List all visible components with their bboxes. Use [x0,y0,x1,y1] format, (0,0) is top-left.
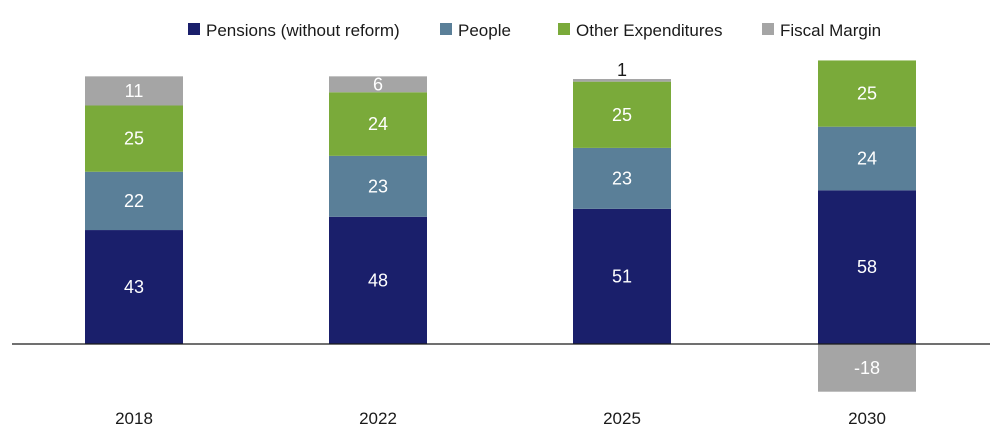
bar-segment-2022-0 [329,216,427,344]
bar-segment-2018-3 [85,76,183,106]
data-label-2018-2: 25 [124,129,144,149]
bar-segment-2018-2 [85,105,183,172]
bars [85,60,916,392]
bar-segment-2022-2 [329,92,427,156]
data-label-2025-3: 1 [617,60,627,80]
data-label-2018-0: 43 [124,277,144,297]
bar-segment-2025-2 [573,81,671,148]
x-axis-ticks: 2018 2022 2025 2030 [115,409,886,428]
data-labels: 43 22 25 11 48 23 24 6 51 23 25 1 58 24 25 -18 [124,60,880,378]
x-tick-2018: 2018 [115,409,153,428]
data-label-2022-1: 23 [368,176,388,196]
bar-segment-2022-1 [329,155,427,217]
legend-swatch-2 [558,23,570,35]
bar-segment-2022-3 [329,76,427,93]
data-label-2030-1: 24 [857,149,877,169]
data-label-2025-1: 23 [612,168,632,188]
bar-segment-2025-1 [573,147,671,209]
legend-label-0: Pensions (without reform) [206,21,400,40]
data-label-2022-0: 48 [368,270,388,290]
legend-label-1: People [458,21,511,40]
x-tick-2022: 2022 [359,409,397,428]
bar-segment-2025-0 [573,208,671,344]
data-label-2022-3: 6 [373,74,383,94]
bar-segment-2030-2 [818,60,916,127]
legend-swatch-3 [762,23,774,35]
legend-label-3: Fiscal Margin [780,21,881,40]
data-label-2022-2: 24 [368,114,388,134]
bar-segment-2030-1 [818,126,916,191]
data-label-2030-0: 58 [857,257,877,277]
bar-segment-2025-3 [573,79,671,82]
bar-segment-2030-3 [818,344,916,392]
legend-label-2: Other Expenditures [576,21,722,40]
data-label-2018-3: 11 [125,81,144,101]
x-tick-2030: 2030 [848,409,886,428]
bar-segment-2018-1 [85,171,183,231]
legend: Pensions (without reform) People Other Exp… [188,21,881,40]
data-label-2025-2: 25 [612,105,632,125]
legend-swatch-0 [188,23,200,35]
data-label-2030-2: 25 [857,84,877,104]
x-tick-2025: 2025 [603,409,641,428]
bar-segment-2030-0 [818,190,916,344]
bar-segment-2018-0 [85,230,183,344]
data-label-2030-3: -18 [854,358,880,378]
data-label-2025-0: 51 [612,266,632,286]
data-label-2018-1: 22 [124,191,144,211]
legend-swatch-1 [440,23,452,35]
